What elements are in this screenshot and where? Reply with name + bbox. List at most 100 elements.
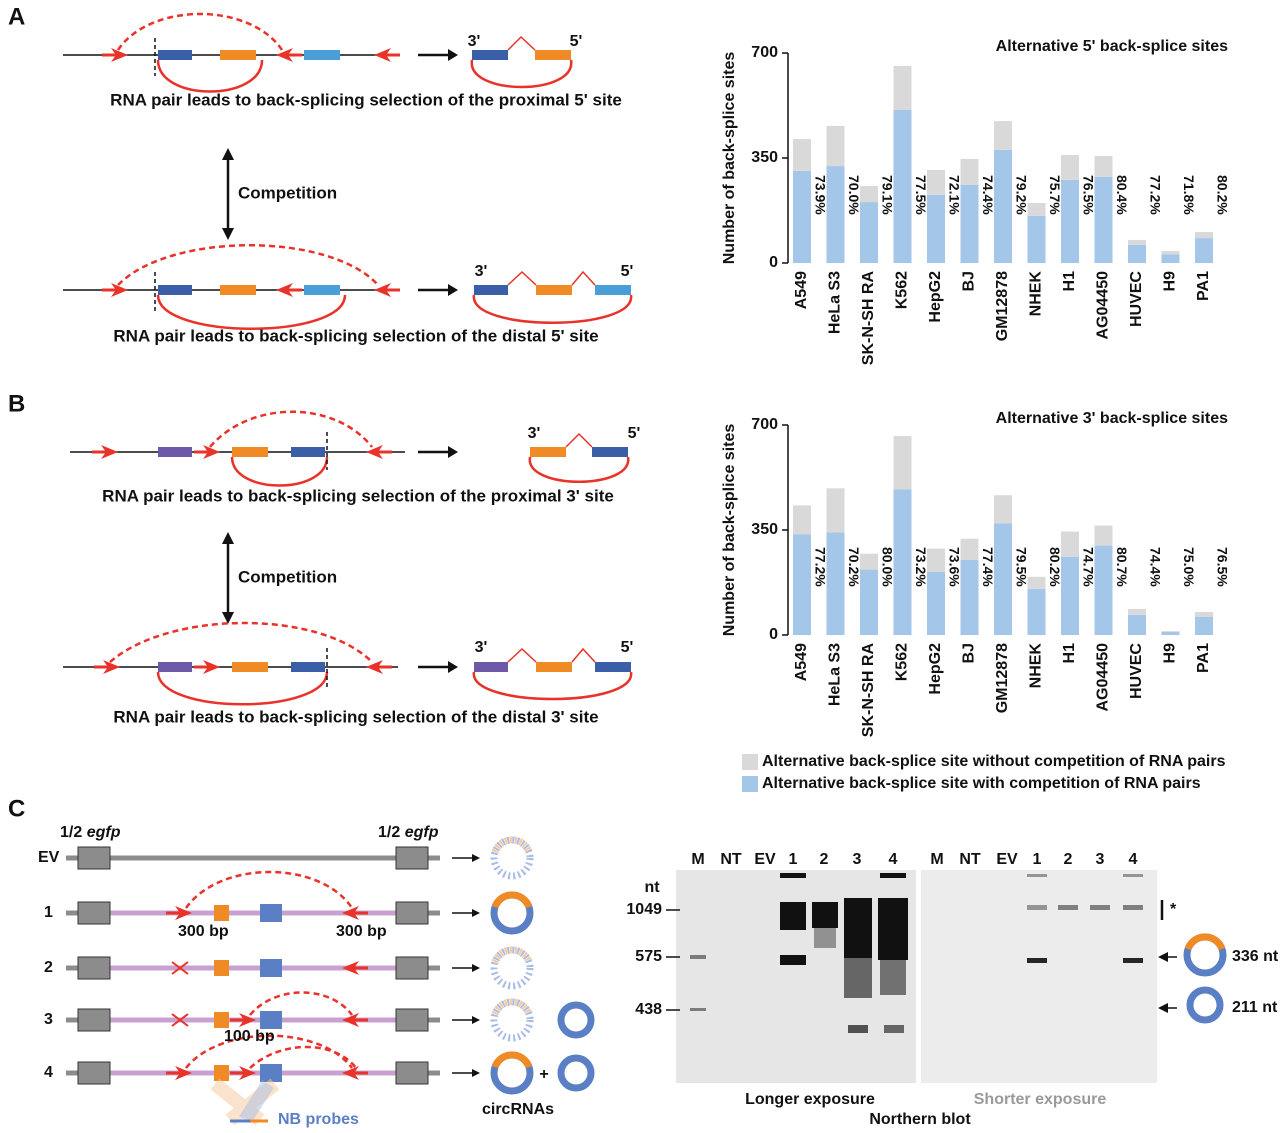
northern-blot-part bbox=[1027, 874, 1143, 963]
diagram-b-top-part bbox=[528, 456, 630, 483]
diagram-b-top-part bbox=[158, 447, 192, 457]
x-tick-label: HeLa S3 bbox=[827, 643, 844, 706]
bar-segment bbox=[793, 139, 811, 171]
diagram-a-top-part bbox=[416, 47, 460, 63]
constructs-part-part bbox=[490, 998, 534, 1042]
constructs-part-part bbox=[491, 998, 533, 1016]
lane-label: EV bbox=[754, 851, 776, 868]
constructs-part bbox=[171, 961, 189, 1027]
constructs: 1/2 egfp 1/2 egfp EV 1 2 3 4 300 bp 300 … bbox=[38, 824, 595, 1128]
bar-segment bbox=[1161, 251, 1180, 255]
constructs-part-part bbox=[395, 1061, 429, 1085]
x-tick-label: GM12878 bbox=[994, 643, 1011, 713]
x-tick-label: H9 bbox=[1162, 643, 1179, 664]
bar-segment bbox=[860, 569, 878, 635]
competition-b-part bbox=[222, 532, 234, 544]
lane-label: NT bbox=[720, 851, 742, 868]
bar-segment bbox=[860, 553, 878, 570]
percent-label: 75.0% bbox=[1181, 547, 1197, 587]
y-tick-label: 0 bbox=[769, 254, 778, 271]
bar-segment bbox=[826, 166, 845, 263]
lane-label: 4 bbox=[1129, 851, 1138, 868]
northern-blot: nt 1049 575 438 M NT EV 1 2 3 4 M NT EV 1 2 3 4 * 336… bbox=[626, 851, 1279, 1128]
x-tick-label: AG04450 bbox=[1095, 643, 1112, 712]
diagram-b-top-part bbox=[291, 447, 325, 457]
plus: + bbox=[539, 1066, 548, 1083]
constructs-part bbox=[164, 904, 194, 922]
bar-segment bbox=[793, 534, 811, 635]
diagram-a-bottom-part bbox=[158, 285, 192, 295]
diagram-a-bottom-part bbox=[595, 285, 631, 295]
bar-segment bbox=[927, 548, 945, 572]
constructs-part-part bbox=[260, 1011, 282, 1029]
diagram-a-top-part bbox=[472, 50, 508, 60]
constructs-part-part bbox=[249, 991, 354, 1016]
bar-segment bbox=[960, 158, 979, 185]
x-tick-label: A549 bbox=[793, 271, 810, 309]
constructs-part bbox=[472, 854, 480, 1077]
bar-segment bbox=[893, 489, 912, 635]
chart-title: Alternative 3' back-splice sites bbox=[996, 410, 1228, 427]
bar-segment bbox=[1061, 179, 1079, 263]
caption: RNA pair leads to back-splicing selectio… bbox=[110, 90, 622, 109]
bar-segment bbox=[893, 65, 912, 110]
x-tick-label: AG04450 bbox=[1095, 271, 1112, 340]
diagram-b-top-part bbox=[565, 432, 593, 448]
marker-label: 438 bbox=[635, 1001, 662, 1018]
diagram-a-bottom-part bbox=[220, 285, 256, 295]
northern-blot-part bbox=[1183, 933, 1227, 1024]
percent-label: 80.2% bbox=[1047, 547, 1063, 587]
competition-a-part bbox=[222, 228, 234, 240]
percent-label: 73.9% bbox=[812, 175, 828, 215]
diagram-a-top-part bbox=[100, 46, 130, 64]
diagram-a-top-part bbox=[304, 50, 340, 60]
x-tick-label: H9 bbox=[1162, 271, 1179, 292]
spacer-label: 100 bp bbox=[224, 1028, 275, 1045]
bar-segment bbox=[1094, 525, 1113, 546]
marker-label: 1049 bbox=[626, 901, 662, 918]
y-tick-label: 350 bbox=[751, 521, 778, 538]
diagram-a-top-part bbox=[535, 50, 571, 60]
constructs-part-part bbox=[395, 846, 429, 870]
bar-segment bbox=[1161, 631, 1180, 632]
constructs-part-part bbox=[260, 904, 282, 922]
percent-label: 77.2% bbox=[1147, 175, 1163, 215]
end-label: 3' bbox=[468, 33, 481, 50]
row-label: 3 bbox=[44, 1011, 53, 1028]
constructs-part-part bbox=[472, 1016, 480, 1024]
constructs-part-part bbox=[491, 1051, 533, 1069]
lane-label: EV bbox=[996, 851, 1018, 868]
northern-blot-part-part bbox=[1090, 905, 1110, 910]
end-label: 5' bbox=[621, 263, 634, 280]
bar-segment bbox=[994, 495, 1012, 524]
diagram-b-bottom-part bbox=[92, 658, 122, 676]
competition-a: Competition bbox=[222, 148, 337, 240]
constructs-part-part bbox=[77, 846, 111, 870]
caption: RNA pair leads to back-splicing selectio… bbox=[102, 486, 614, 505]
gene-half: 1/2 bbox=[378, 824, 400, 841]
lane-label: NT bbox=[959, 851, 981, 868]
spacer-label: 300 bp bbox=[178, 923, 229, 940]
bar-segment bbox=[1128, 614, 1146, 635]
diagram-a-top-part bbox=[156, 59, 264, 93]
y-tick-label: 700 bbox=[751, 416, 778, 433]
constructs-part bbox=[239, 1080, 274, 1124]
diagram-a-bottom-part bbox=[372, 281, 402, 299]
bar-segment bbox=[1161, 632, 1180, 635]
northern-blot-part-part bbox=[814, 928, 836, 948]
size-unit: nt bbox=[644, 879, 660, 896]
diagram-a-top-part bbox=[507, 35, 536, 51]
bar-segment bbox=[1094, 155, 1113, 177]
diagram-a-bottom-part bbox=[536, 285, 572, 295]
constructs-part-part bbox=[491, 946, 533, 964]
percent-label: 73.6% bbox=[946, 547, 962, 587]
gene-label: 1/2 egfp bbox=[378, 824, 439, 841]
diagram-b-top-part bbox=[230, 456, 329, 487]
northern-blot-part-part bbox=[1184, 933, 1226, 951]
bar-segment bbox=[1061, 155, 1079, 180]
constructs-part-part bbox=[472, 1069, 480, 1077]
percent-label: 80.7% bbox=[1114, 547, 1130, 587]
y-axis-label: Number of back-splice sites bbox=[721, 52, 738, 265]
diagram-a-bottom-part bbox=[100, 281, 130, 299]
constructs-part-part bbox=[395, 956, 429, 980]
